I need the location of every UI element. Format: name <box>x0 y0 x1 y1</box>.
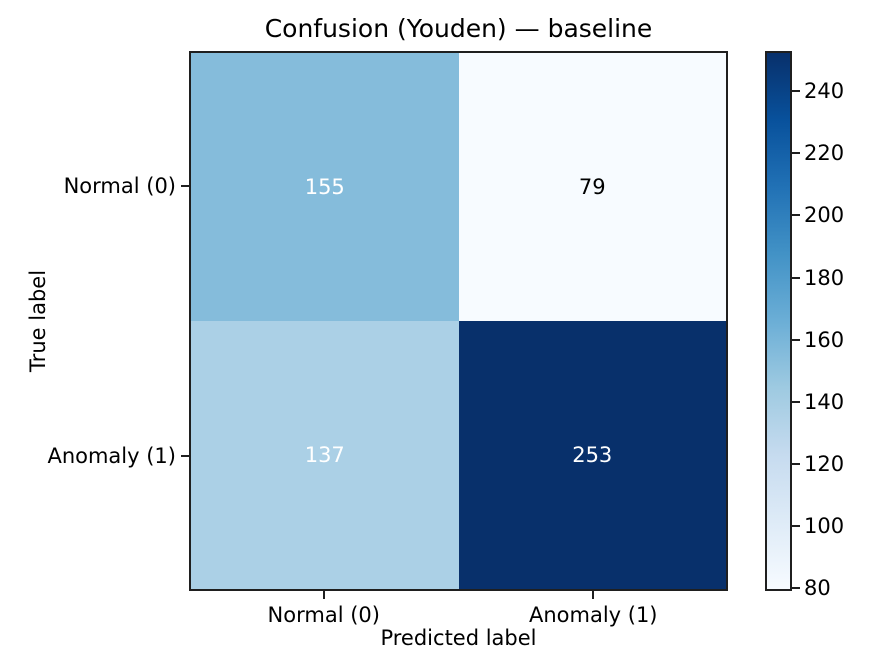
chart-title: Confusion (Youden) — baseline <box>264 14 653 43</box>
colorbar-tick-label-7: 220 <box>804 141 845 166</box>
x-tick-label-1: Anomaly (1) <box>528 603 658 627</box>
heatmap-cell-1-1: 253 <box>458 321 726 589</box>
colorbar-tick-mark <box>792 400 800 403</box>
y-axis-label: True label <box>26 269 50 373</box>
x-tick-label-0: Normal (0) <box>267 603 380 627</box>
colorbar-tick-mark <box>792 152 800 155</box>
x-tick-mark <box>322 591 325 599</box>
plot-area: 155 79 137 253 <box>189 51 728 591</box>
colorbar-tick-label-2: 120 <box>804 451 845 476</box>
heatmap-cell-0-0: 155 <box>191 53 459 321</box>
colorbar <box>765 51 792 591</box>
colorbar-tick-mark <box>792 462 800 465</box>
colorbar-tick-label-6: 200 <box>804 203 845 228</box>
colorbar-tick-label-5: 180 <box>804 265 845 290</box>
x-axis-label: Predicted label <box>380 626 537 650</box>
y-tick-label-1: Anomaly (1) <box>47 444 176 468</box>
x-tick-mark <box>592 591 595 599</box>
colorbar-tick-mark <box>792 524 800 527</box>
y-tick-label-0: Normal (0) <box>63 174 176 198</box>
colorbar-tick-mark <box>792 276 800 279</box>
colorbar-tick-label-8: 240 <box>804 79 845 104</box>
y-tick-mark <box>181 455 189 457</box>
y-tick-mark <box>181 185 189 187</box>
colorbar-tick-label-1: 100 <box>804 513 845 538</box>
colorbar-tick-label-0: 80 <box>804 575 831 600</box>
heatmap-cell-0-1: 79 <box>458 53 726 321</box>
heatmap-cell-1-0: 137 <box>191 321 459 589</box>
colorbar-tick-label-4: 160 <box>804 327 845 352</box>
colorbar-tick-mark <box>792 586 800 589</box>
colorbar-tick-mark <box>792 90 800 93</box>
colorbar-tick-mark <box>792 214 800 217</box>
colorbar-tick-label-3: 140 <box>804 389 845 414</box>
colorbar-tick-mark <box>792 338 800 341</box>
